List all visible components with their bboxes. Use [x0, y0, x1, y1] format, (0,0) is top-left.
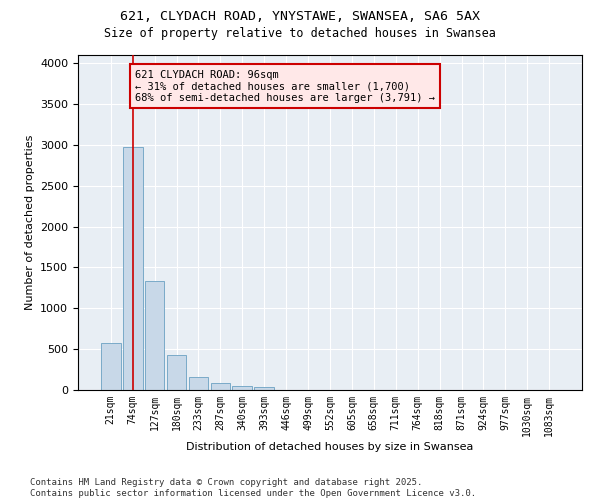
Bar — [145, 280, 164, 390]
X-axis label: Distribution of detached houses by size in Swansea: Distribution of detached houses by size … — [187, 442, 473, 452]
Bar — [254, 386, 274, 390]
Text: Contains HM Land Registry data © Crown copyright and database right 2025.
Contai: Contains HM Land Registry data © Crown c… — [30, 478, 476, 498]
Y-axis label: Number of detached properties: Number of detached properties — [25, 135, 35, 310]
Text: 621, CLYDACH ROAD, YNYSTAWE, SWANSEA, SA6 5AX: 621, CLYDACH ROAD, YNYSTAWE, SWANSEA, SA… — [120, 10, 480, 23]
Text: 621 CLYDACH ROAD: 96sqm
← 31% of detached houses are smaller (1,700)
68% of semi: 621 CLYDACH ROAD: 96sqm ← 31% of detache… — [135, 70, 435, 103]
Bar — [167, 355, 187, 390]
Bar — [101, 342, 121, 390]
Bar — [188, 377, 208, 390]
Bar — [232, 386, 252, 390]
Bar — [211, 384, 230, 390]
Text: Size of property relative to detached houses in Swansea: Size of property relative to detached ho… — [104, 28, 496, 40]
Bar — [123, 148, 143, 390]
